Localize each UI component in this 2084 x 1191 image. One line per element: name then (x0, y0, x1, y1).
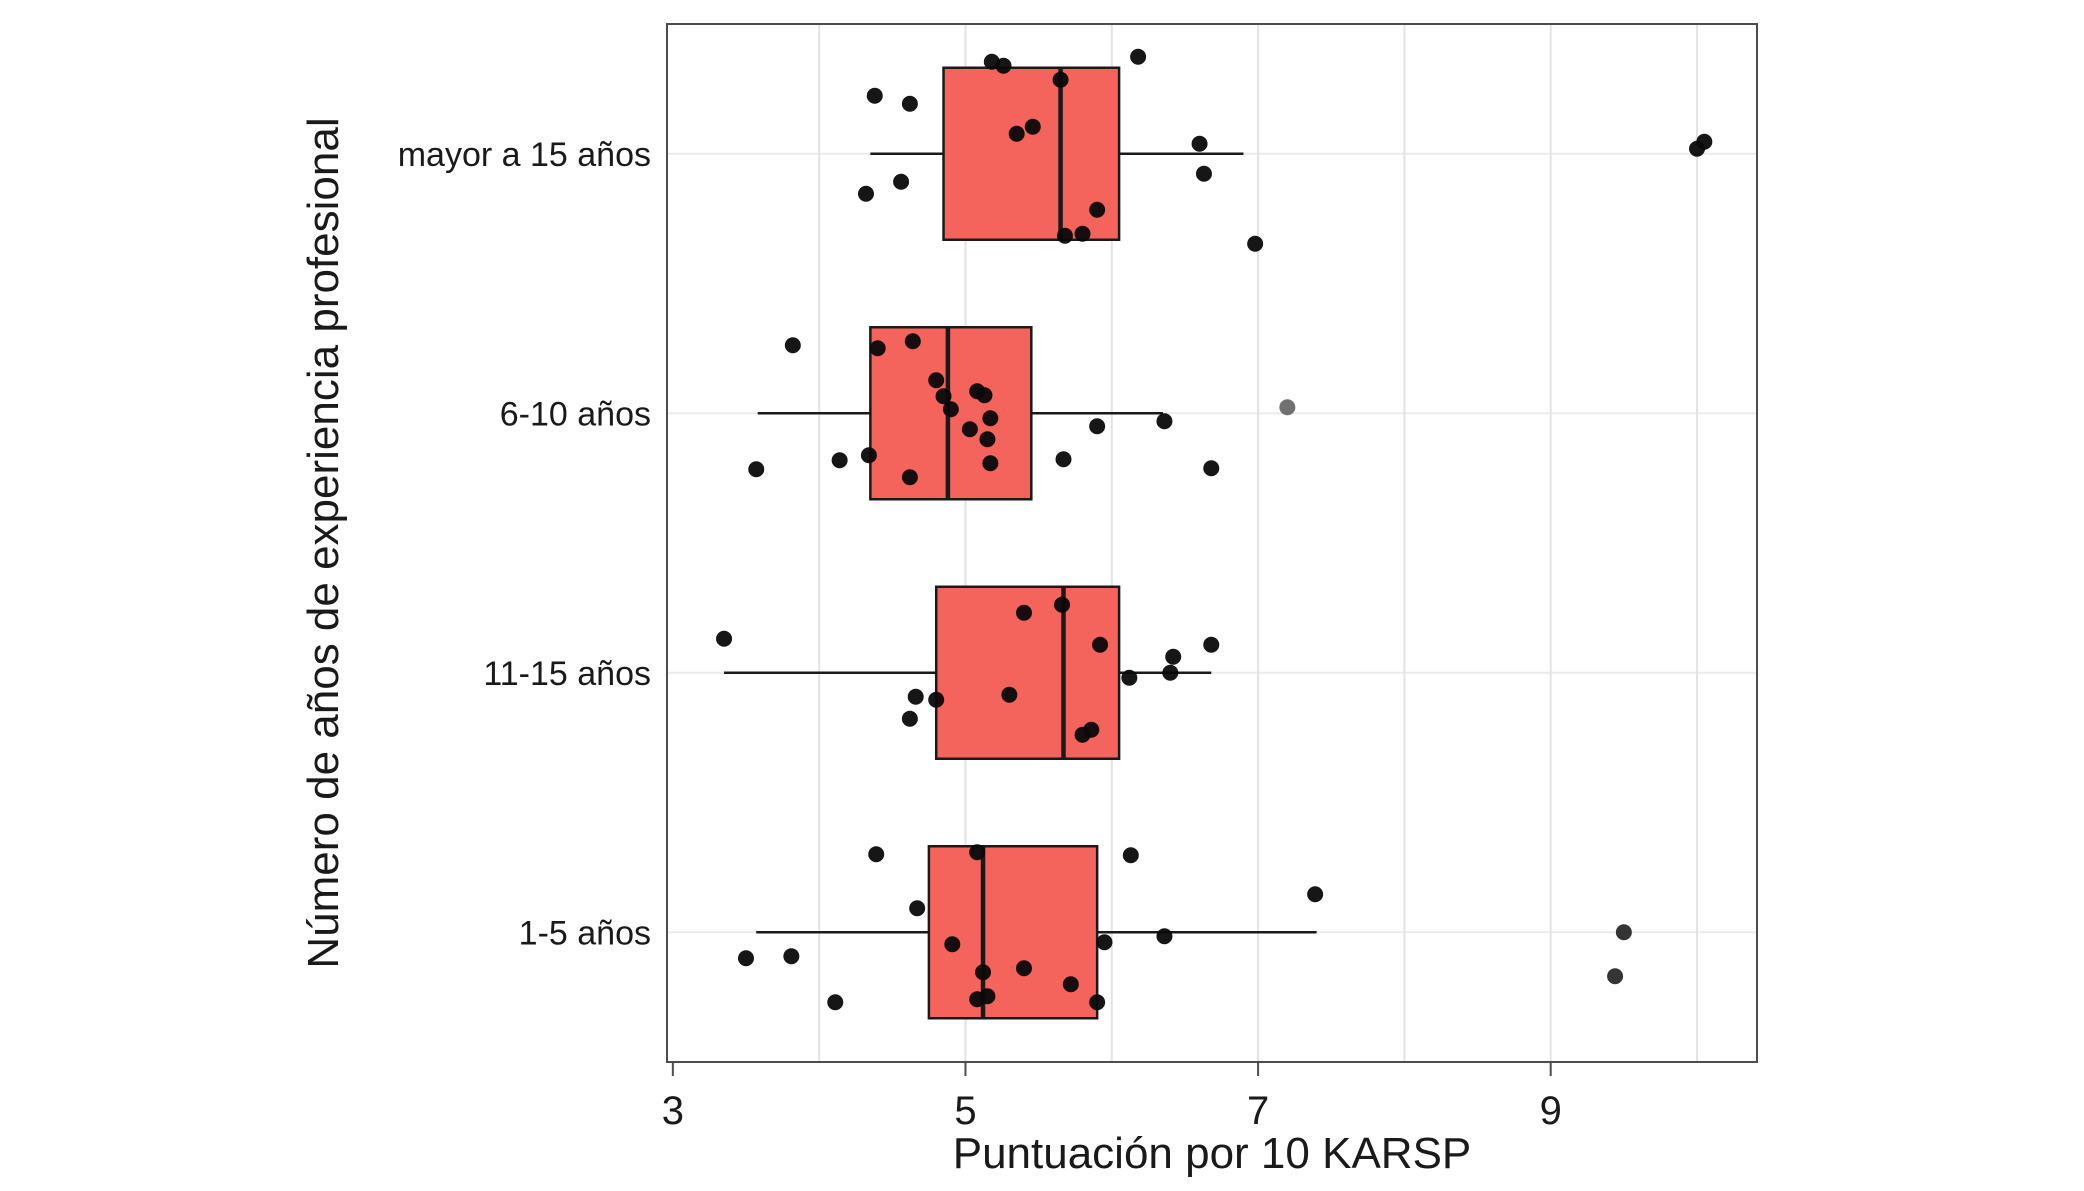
jitter-point (979, 431, 996, 448)
jitter-point (995, 57, 1012, 74)
jitter-point (1054, 596, 1071, 613)
jitter-point (935, 388, 952, 405)
x-tick-label: 3 (662, 1089, 684, 1133)
jitter-point (1024, 118, 1041, 135)
jitter-point (1001, 686, 1018, 703)
jitter-point (1307, 886, 1324, 903)
jitter-point (783, 948, 800, 965)
panel-background (667, 24, 1757, 1062)
jitter-point (907, 688, 924, 705)
jitter-point (1203, 460, 1220, 477)
jitter-point (901, 95, 918, 112)
jitter-point (1121, 669, 1138, 686)
jitter-point (1195, 165, 1212, 182)
jitter-point (868, 846, 885, 863)
panel-border (666, 23, 1758, 1063)
jitter-point (1156, 928, 1173, 945)
chart-plot-area: mayor a 15 años 6-10 años 11-15 años 1-5 añ… (398, 23, 1758, 1133)
jitter-point (1052, 71, 1069, 88)
jitter-point (976, 387, 993, 404)
jitter-point (1203, 636, 1220, 653)
jitter-point (1191, 135, 1208, 152)
jitter-point (1089, 418, 1106, 435)
jitter-point (1615, 924, 1632, 941)
jitter-point (857, 185, 874, 202)
category-label: 1-5 años (519, 914, 651, 952)
jitter-point (860, 447, 877, 464)
jitter-point (928, 372, 945, 389)
jitter-point (1056, 227, 1073, 244)
jitter-point (944, 936, 961, 953)
x-axis-title: Puntuación por 10 KARSP (953, 1129, 1472, 1178)
jitter-point (1096, 934, 1113, 951)
jitter-point (1247, 235, 1264, 252)
jitter-point (1062, 976, 1079, 993)
box (927, 845, 1099, 1020)
jitter-point (1122, 847, 1139, 864)
jitter-point (716, 630, 733, 647)
jitter-point (1074, 225, 1091, 242)
jitter-point (1089, 994, 1106, 1011)
jitter-point (979, 988, 996, 1005)
jitter-point (1130, 48, 1147, 65)
jitter-point (901, 710, 918, 727)
jitter-point (738, 950, 755, 967)
jitter-point (975, 964, 992, 981)
y-axis-title: Número de años de experiencia profesiona… (299, 117, 348, 968)
category-label: 6-10 años (500, 395, 651, 433)
jitter-point (893, 173, 910, 190)
jitter-point (1074, 726, 1091, 743)
category-label: mayor a 15 años (398, 136, 651, 174)
jitter-point (1279, 399, 1296, 416)
jitter-point (1165, 648, 1182, 665)
jitter-point (961, 421, 978, 438)
jitter-point (1089, 201, 1106, 218)
jitter-point (982, 455, 999, 472)
jitter-point (784, 337, 801, 354)
jitter-point (1162, 664, 1179, 681)
x-tick-label: 7 (1247, 1089, 1269, 1133)
jitter-point (1015, 960, 1032, 977)
jitter-point (866, 87, 883, 104)
category-label: 11-15 años (483, 655, 651, 693)
jitter-point (1055, 451, 1072, 468)
jitter-point (928, 691, 945, 708)
jitter-point (869, 340, 886, 357)
x-tick-label: 9 (1540, 1089, 1562, 1133)
jitter-point (748, 461, 765, 478)
jitter-point (901, 469, 918, 486)
jitter-point (982, 410, 999, 427)
jitter-point (969, 844, 986, 861)
jitter-point (1607, 968, 1624, 985)
jitter-point (827, 994, 844, 1011)
jitter-point (942, 401, 959, 418)
jitter-point (1092, 636, 1109, 653)
jitter-point (909, 900, 926, 917)
jitter-point (1156, 413, 1173, 430)
jitter-point (904, 333, 921, 350)
jitter-point (831, 452, 848, 469)
jitter-point (1696, 133, 1713, 150)
x-tick-label: 5 (954, 1089, 976, 1133)
jitter-point (1015, 604, 1032, 621)
jitter-point (1008, 125, 1025, 142)
